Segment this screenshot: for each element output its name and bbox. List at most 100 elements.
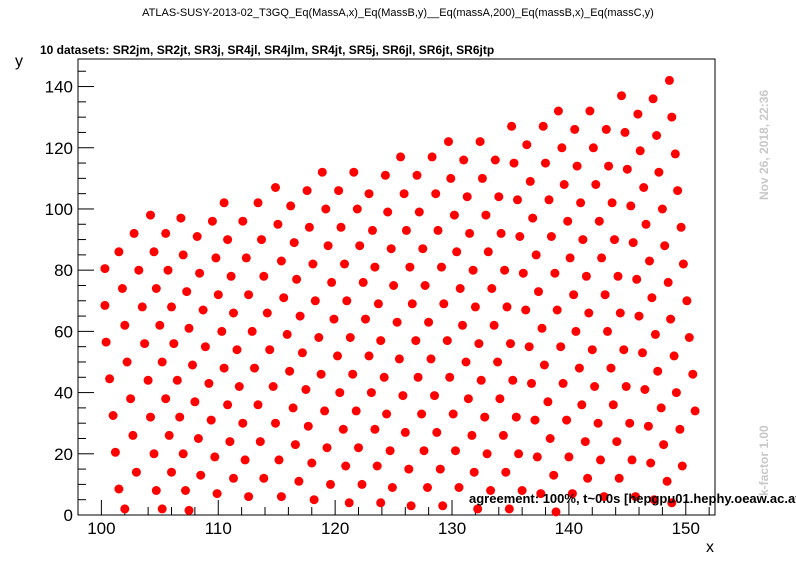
data-point bbox=[539, 360, 549, 370]
data-point bbox=[326, 479, 335, 489]
data-point bbox=[198, 305, 208, 315]
data-point bbox=[126, 394, 136, 404]
data-point bbox=[648, 94, 658, 104]
data-point bbox=[413, 372, 423, 382]
data-point bbox=[129, 228, 139, 238]
data-point bbox=[476, 375, 486, 385]
data-point bbox=[462, 192, 472, 202]
data-point bbox=[562, 415, 572, 425]
data-point bbox=[558, 378, 568, 388]
data-point bbox=[120, 320, 130, 330]
data-point bbox=[662, 476, 672, 486]
data-point bbox=[244, 290, 254, 300]
data-point bbox=[613, 271, 623, 281]
data-point bbox=[581, 271, 591, 281]
data-point bbox=[262, 308, 272, 318]
data-point bbox=[399, 189, 409, 199]
data-point bbox=[569, 290, 579, 300]
data-point bbox=[303, 421, 313, 431]
x-axis-label: x bbox=[706, 539, 714, 556]
data-point bbox=[309, 495, 319, 505]
data-point bbox=[161, 394, 171, 404]
data-point bbox=[401, 225, 411, 235]
data-point bbox=[349, 167, 359, 177]
data-point bbox=[444, 137, 453, 147]
data-point bbox=[114, 247, 124, 257]
data-point bbox=[100, 264, 110, 274]
data-point bbox=[370, 262, 380, 272]
data-point bbox=[396, 152, 406, 162]
data-point bbox=[448, 409, 458, 419]
data-point bbox=[143, 375, 153, 385]
data-point bbox=[601, 124, 611, 134]
data-point bbox=[146, 210, 155, 220]
y-tick-label: 0 bbox=[64, 506, 73, 525]
data-point bbox=[482, 449, 492, 459]
data-point bbox=[439, 299, 449, 309]
data-point bbox=[290, 440, 300, 450]
data-point bbox=[184, 505, 194, 515]
data-point bbox=[407, 299, 417, 309]
data-point bbox=[473, 504, 483, 514]
data-point bbox=[438, 501, 448, 511]
data-point bbox=[567, 489, 577, 499]
data-point bbox=[465, 228, 475, 238]
kfactor-label: k-factor 1.00 bbox=[757, 425, 771, 496]
data-point bbox=[690, 406, 700, 416]
data-point bbox=[610, 235, 619, 245]
data-point bbox=[288, 403, 298, 413]
data-point bbox=[282, 329, 292, 339]
data-point bbox=[541, 158, 550, 168]
data-point bbox=[641, 219, 651, 229]
data-point bbox=[572, 161, 582, 171]
data-point bbox=[412, 170, 422, 180]
data-point bbox=[161, 228, 171, 238]
data-point bbox=[474, 339, 484, 349]
data-point bbox=[297, 348, 307, 358]
data-point bbox=[151, 284, 161, 293]
data-point bbox=[149, 449, 159, 459]
data-point bbox=[684, 333, 694, 342]
data-point bbox=[204, 378, 214, 388]
x-tick-label: 100 bbox=[87, 519, 115, 538]
data-point bbox=[521, 305, 531, 315]
data-point bbox=[250, 363, 259, 373]
data-point bbox=[131, 467, 141, 477]
data-point bbox=[632, 274, 642, 284]
timestamp-label: Nov 26, 2018, 22:36 bbox=[757, 90, 771, 200]
data-point bbox=[649, 495, 659, 505]
data-point bbox=[534, 287, 543, 297]
data-point bbox=[669, 351, 679, 361]
data-point bbox=[368, 225, 377, 235]
data-point bbox=[667, 112, 677, 122]
data-point bbox=[417, 409, 427, 419]
data-point bbox=[614, 473, 624, 483]
data-point bbox=[612, 437, 622, 447]
data-point bbox=[660, 241, 670, 251]
data-point bbox=[553, 106, 563, 116]
data-point bbox=[461, 357, 471, 367]
data-point bbox=[654, 167, 664, 177]
data-point bbox=[190, 397, 200, 407]
data-point bbox=[564, 452, 574, 462]
data-point bbox=[509, 158, 519, 168]
data-point bbox=[206, 415, 216, 425]
data-point bbox=[333, 351, 342, 361]
data-point bbox=[597, 253, 607, 263]
data-point bbox=[157, 357, 167, 367]
data-point bbox=[200, 342, 210, 352]
data-point bbox=[517, 486, 527, 495]
data-point bbox=[664, 75, 674, 85]
data-point bbox=[279, 293, 289, 303]
data-point bbox=[271, 418, 280, 428]
y-tick-label: 60 bbox=[54, 322, 73, 341]
data-point bbox=[167, 302, 176, 312]
data-point bbox=[524, 342, 534, 352]
data-point bbox=[646, 458, 656, 468]
data-point bbox=[552, 305, 562, 315]
data-point bbox=[286, 201, 296, 211]
data-point bbox=[483, 247, 493, 257]
x-tick-label: 140 bbox=[555, 519, 583, 538]
data-point bbox=[342, 296, 352, 306]
data-point bbox=[459, 155, 469, 165]
